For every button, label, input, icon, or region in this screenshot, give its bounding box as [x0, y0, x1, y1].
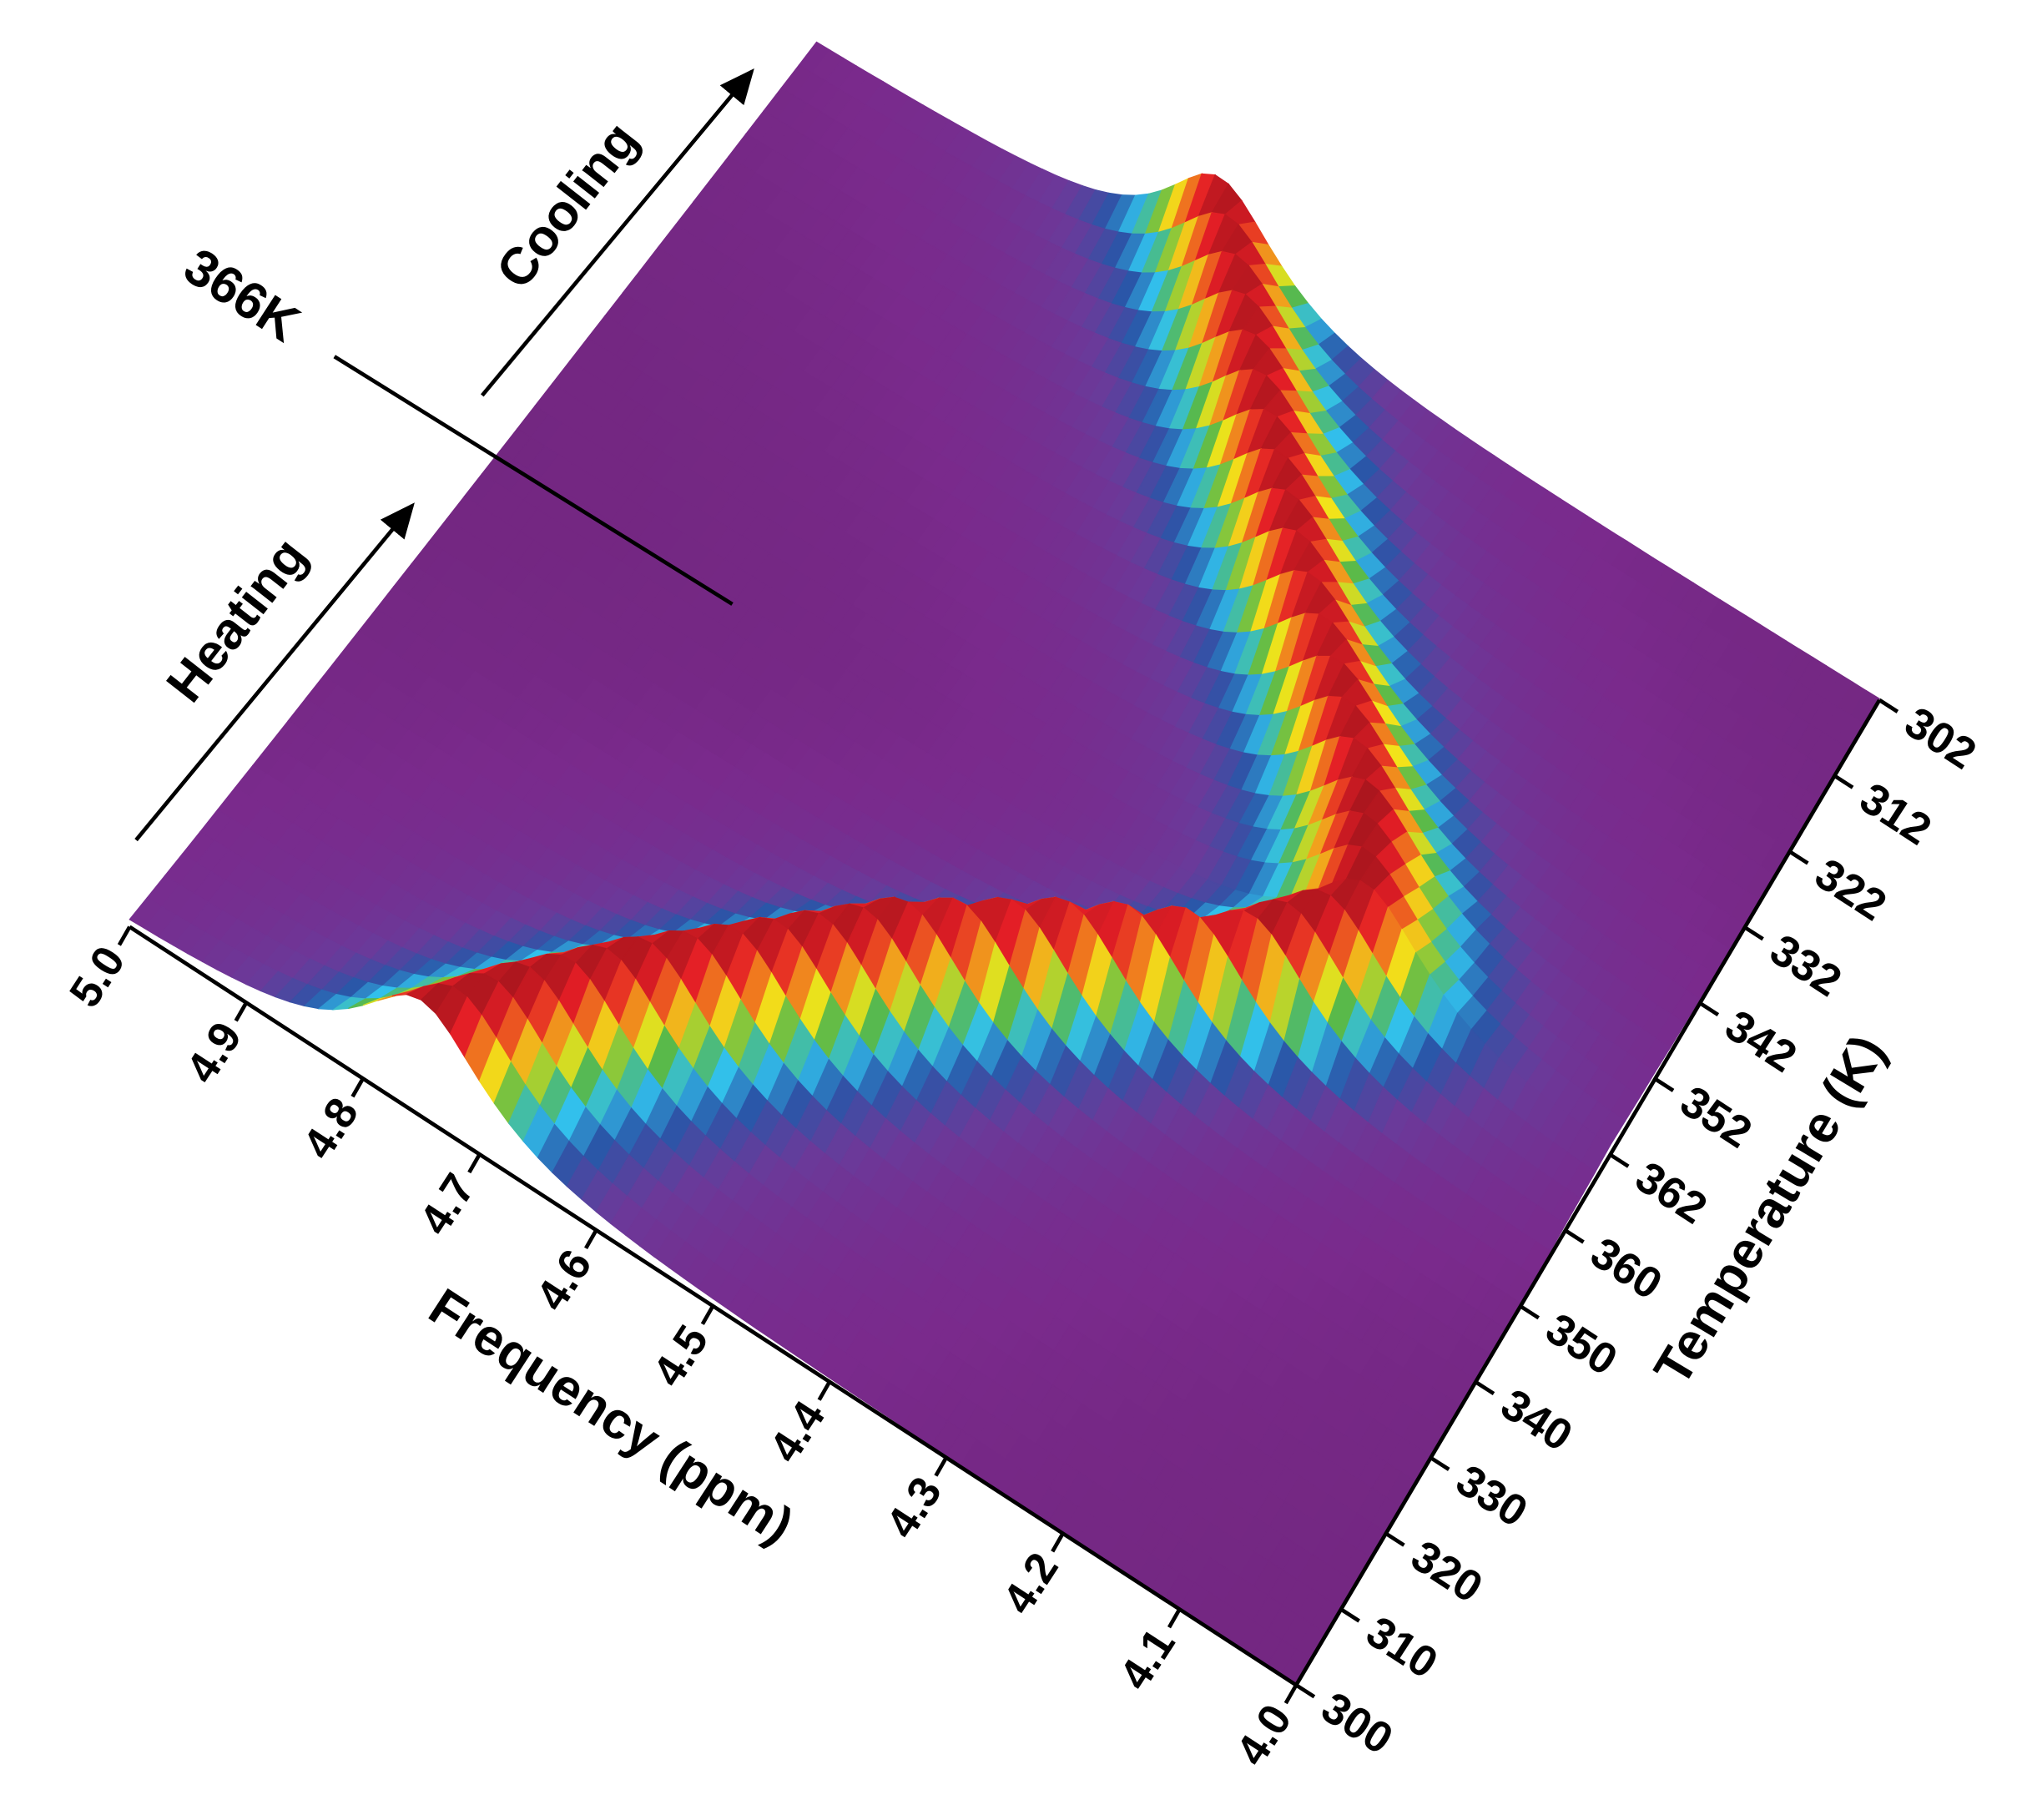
y-tick	[1475, 1380, 1495, 1396]
y-tick	[1788, 850, 1809, 865]
x-tick	[1167, 1608, 1182, 1629]
y-tick-label: 320	[1403, 1531, 1491, 1612]
x-tick	[234, 1001, 249, 1022]
x-tick-label: 4.7	[410, 1165, 484, 1243]
y-tick-label: 360	[1582, 1228, 1671, 1309]
y-tick-label: 310	[1358, 1607, 1446, 1688]
x-tick-label: 4.5	[643, 1317, 718, 1395]
y-tick-label: 340	[1492, 1379, 1581, 1460]
y-tick-label: 312	[1851, 774, 1939, 855]
y-tick-label: 352	[1672, 1076, 1760, 1157]
x-tick	[1051, 1532, 1065, 1553]
x-tick-label: 4.6	[527, 1241, 601, 1319]
y-tick-label: 350	[1537, 1303, 1626, 1384]
y-tick	[1339, 1607, 1360, 1623]
annotation: Cooling	[486, 112, 650, 300]
y-tick-label: 322	[1807, 850, 1895, 930]
x-tick-label: 4.0	[1227, 1696, 1301, 1774]
x-tick	[700, 1304, 715, 1325]
annotation: 366K	[174, 238, 310, 354]
y-tick-label: 332	[1762, 925, 1850, 1006]
x-tick	[467, 1153, 482, 1174]
y-tick	[1430, 1455, 1450, 1471]
surface	[129, 41, 1880, 1686]
y-tick	[1698, 1001, 1720, 1017]
y-tick	[1833, 774, 1854, 789]
y-tick	[1609, 1152, 1630, 1168]
y-tick-label: 362	[1627, 1152, 1716, 1233]
x-tick	[817, 1380, 832, 1401]
y-tick	[1519, 1304, 1540, 1320]
y-tick	[1384, 1531, 1405, 1547]
y-tick	[1294, 1683, 1316, 1699]
x-tick-label: 5.0	[60, 938, 134, 1016]
annotation-line	[333, 355, 734, 606]
x-tick	[1283, 1684, 1298, 1705]
y-tick	[1878, 698, 1899, 713]
y-tick-label: 302	[1896, 698, 1984, 779]
y-tick-label: 330	[1448, 1455, 1536, 1536]
x-tick	[584, 1228, 598, 1250]
y-tick-label: 300	[1313, 1682, 1401, 1763]
x-tick	[117, 925, 132, 946]
y-axis-line	[1294, 698, 1882, 1686]
heating-arrow	[134, 502, 415, 842]
y-tick	[1743, 925, 1764, 941]
x-tick-label: 4.8	[294, 1089, 368, 1167]
x-tick-label: 4.9	[177, 1014, 251, 1092]
cooling-arrow	[481, 68, 754, 397]
y-tick	[1654, 1076, 1675, 1092]
x-tick-label: 4.3	[877, 1469, 951, 1547]
x-tick	[350, 1077, 365, 1098]
y-tick-label: 342	[1717, 1001, 1805, 1081]
annotation: Heating	[156, 527, 319, 713]
x-tick-label: 4.4	[760, 1392, 835, 1470]
x-tick	[934, 1456, 948, 1477]
y-tick	[1564, 1228, 1585, 1244]
x-tick-label: 4.2	[993, 1545, 1067, 1623]
x-tick-label: 4.1	[1110, 1621, 1184, 1699]
